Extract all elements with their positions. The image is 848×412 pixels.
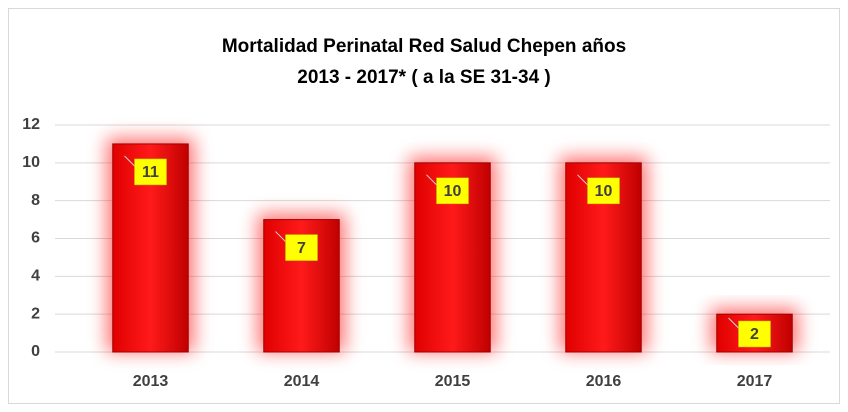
x-tick-label: 2013	[133, 373, 169, 390]
chart-subtitle: 2013 - 2017* ( a la SE 31-34 )	[297, 67, 551, 88]
value-label-box	[436, 177, 469, 205]
y-tick-label: 8	[31, 192, 40, 209]
chart-title: Mortalidad Perinatal Red Salud Chepen añ…	[222, 36, 626, 57]
value-label-box	[134, 158, 167, 186]
x-tick-label: 2017	[737, 373, 773, 390]
x-tick-label: 2014	[284, 373, 320, 390]
y-tick-label: 10	[22, 154, 40, 171]
y-tick-label: 4	[31, 268, 40, 285]
value-label-box	[587, 177, 620, 205]
value-label: 2	[750, 326, 759, 343]
value-label: 11	[142, 164, 159, 181]
x-tick-label: 2015	[435, 373, 471, 390]
x-tick-label: 2016	[586, 373, 622, 390]
y-tick-label: 0	[31, 343, 40, 360]
value-label: 10	[444, 183, 462, 200]
value-label: 10	[595, 183, 613, 200]
value-label-box	[738, 320, 771, 348]
y-tick-label: 12	[22, 116, 40, 133]
y-tick-label: 2	[31, 305, 40, 322]
y-tick-label: 6	[31, 230, 40, 247]
value-label: 7	[297, 240, 306, 257]
value-label-box	[285, 234, 318, 261]
